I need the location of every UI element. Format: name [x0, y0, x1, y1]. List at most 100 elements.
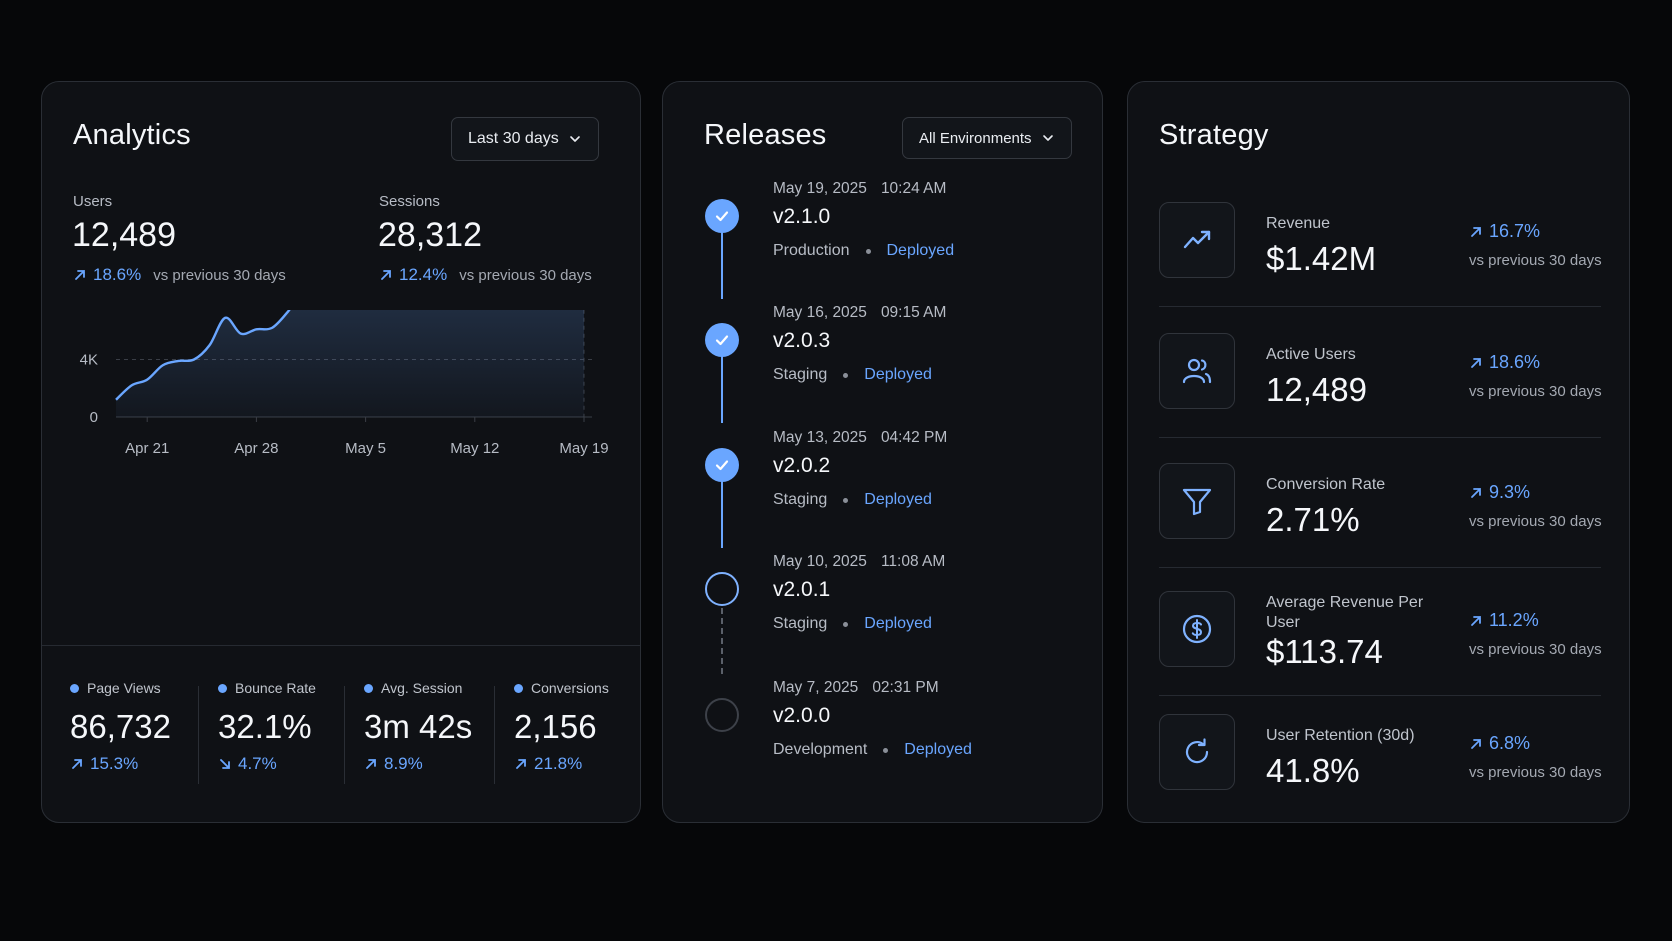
analytics-title: Analytics: [73, 119, 191, 151]
strategy-value: 41.8%: [1266, 752, 1360, 789]
metric-value: 86,732: [70, 708, 171, 745]
sessions-change: 12.4% vs previous 30 days: [379, 265, 592, 285]
strategy-change: 6.8%: [1469, 733, 1530, 754]
strategy-label: Revenue: [1266, 215, 1331, 232]
environment-dropdown[interactable]: All Environments: [902, 117, 1072, 159]
strategy-value: 2.71%: [1266, 501, 1360, 538]
release-version[interactable]: v2.0.0: [773, 704, 831, 727]
arrow-up-right-icon: [366, 759, 376, 769]
row-divider: [1159, 437, 1601, 438]
data-point: [224, 317, 226, 319]
date-range-label: Last 30 days: [468, 130, 559, 147]
release-timestamp: May 7, 2025 02:31 PM: [773, 679, 939, 697]
metric-card: Page Views 86,732 15.3%: [70, 680, 171, 774]
metric-separator: [198, 686, 199, 784]
users-icon: [1159, 333, 1235, 409]
release-date: May 7, 2025: [773, 679, 859, 696]
arrow-up-right-icon: [1471, 226, 1481, 237]
metric-card: Conversions 2,156 21.8%: [514, 680, 609, 774]
strategy-change-value: 16.7%: [1489, 221, 1541, 241]
metric-label: Page Views: [87, 680, 161, 696]
release-status-link[interactable]: Deployed: [864, 615, 932, 632]
release-version[interactable]: v2.0.3: [773, 329, 831, 352]
status-complete-icon: [705, 199, 739, 233]
status-pending-icon: [705, 698, 739, 732]
strategy-row[interactable]: User Retention (30d) 41.8% 6.8% vs previous…: [1159, 706, 1602, 822]
analytics-panel: Analytics Last 30 days Users 12,489 18.6…: [41, 81, 641, 823]
series-line: [115, 310, 291, 401]
strategy-label: Active Users: [1266, 346, 1356, 363]
release-environment: Staging: [773, 366, 828, 383]
release-date: May 13, 2025: [773, 429, 867, 446]
strategy-change-caption: vs previous 30 days: [1469, 764, 1602, 781]
release-version[interactable]: v2.1.0: [773, 205, 831, 228]
metric-change-value: 15.3%: [90, 754, 139, 773]
data-point: [146, 378, 148, 380]
release-timestamp: May 19, 2025 10:24 AM: [773, 180, 946, 198]
users-value: 12,489: [72, 216, 176, 254]
area-fill: [116, 310, 584, 417]
data-point: [177, 360, 179, 362]
strategy-label: User Retention (30d): [1266, 727, 1415, 744]
metric-label-row: Avg. Session: [364, 680, 472, 696]
row-divider: [1159, 695, 1601, 696]
users-change-caption: vs previous 30 days: [153, 266, 286, 284]
releases-title: Releases: [704, 119, 827, 151]
data-point: [115, 399, 117, 401]
release-status-link[interactable]: Deployed: [864, 491, 932, 508]
date-range-dropdown[interactable]: Last 30 days: [451, 117, 599, 161]
data-point: [130, 384, 132, 386]
release-status-link[interactable]: Deployed: [886, 242, 955, 259]
strategy-change: 18.6%: [1469, 352, 1540, 373]
separator-dot: [883, 747, 889, 753]
dollar-circle-icon: [1159, 591, 1235, 667]
release-timestamp: May 16, 2025 09:15 AM: [773, 304, 946, 322]
timeline-connector: [721, 215, 723, 299]
trending-up-icon: [1159, 202, 1235, 278]
strategy-change-value: 9.3%: [1489, 482, 1531, 502]
sessions-change-caption: vs previous 30 days: [459, 266, 592, 284]
release-status-link[interactable]: Deployed: [904, 741, 972, 758]
release-status-link[interactable]: Deployed: [864, 366, 932, 383]
data-point: [240, 332, 242, 334]
x-tick-label: Apr 28: [234, 440, 278, 457]
x-tick-label: May 5: [345, 440, 386, 457]
check-icon: [715, 460, 729, 471]
sessions-label: Sessions: [379, 193, 440, 210]
arrow-up-right-icon: [516, 759, 526, 769]
strategy-row[interactable]: Conversion Rate 2.71% 9.3% vs previous 30 d…: [1159, 455, 1602, 580]
metric-label-row: Bounce Rate: [218, 680, 316, 696]
release-meta: Staging Deployed: [773, 615, 932, 633]
arrow-up-right-icon: [1471, 487, 1481, 498]
series-dot: [364, 683, 373, 693]
strategy-row[interactable]: Average Revenue Per User $113.74 11.2% vs p…: [1159, 583, 1602, 708]
release-version[interactable]: v2.0.1: [773, 578, 831, 601]
release-time: 02:31 PM: [872, 679, 939, 696]
metric-change-value: 4.7%: [238, 754, 277, 773]
metric-card: Bounce Rate 32.1% 4.7%: [218, 680, 316, 774]
data-point: [193, 358, 195, 360]
metric-label: Conversions: [531, 680, 609, 696]
row-divider: [1159, 567, 1601, 568]
release-environment: Staging: [773, 491, 828, 508]
refresh-icon: [1159, 714, 1235, 790]
arrow-up-right-icon: [381, 270, 391, 280]
users-label: Users: [73, 193, 113, 210]
strategy-row[interactable]: Active Users 12,489 18.6% vs previous 30 da…: [1159, 325, 1602, 450]
separator-dot: [843, 497, 849, 503]
data-point: [208, 344, 210, 346]
release-meta: Staging Deployed: [773, 491, 932, 509]
strategy-change-value: 18.6%: [1489, 352, 1541, 372]
status-complete-icon: [705, 323, 739, 357]
status-complete-icon: [705, 448, 739, 482]
arrow-up-right-icon: [1471, 615, 1481, 626]
sessions-change-value: 12.4%: [399, 265, 448, 284]
sessions-value: 28,312: [378, 216, 482, 254]
strategy-change-value: 11.2%: [1489, 610, 1539, 630]
release-version[interactable]: v2.0.2: [773, 454, 831, 477]
strategy-change-caption: vs previous 30 days: [1469, 641, 1602, 658]
strategy-row[interactable]: Revenue $1.42M 16.7% vs previous 30 days: [1159, 194, 1602, 319]
strategy-label: Conversion Rate: [1266, 476, 1386, 493]
data-point: [255, 328, 257, 330]
